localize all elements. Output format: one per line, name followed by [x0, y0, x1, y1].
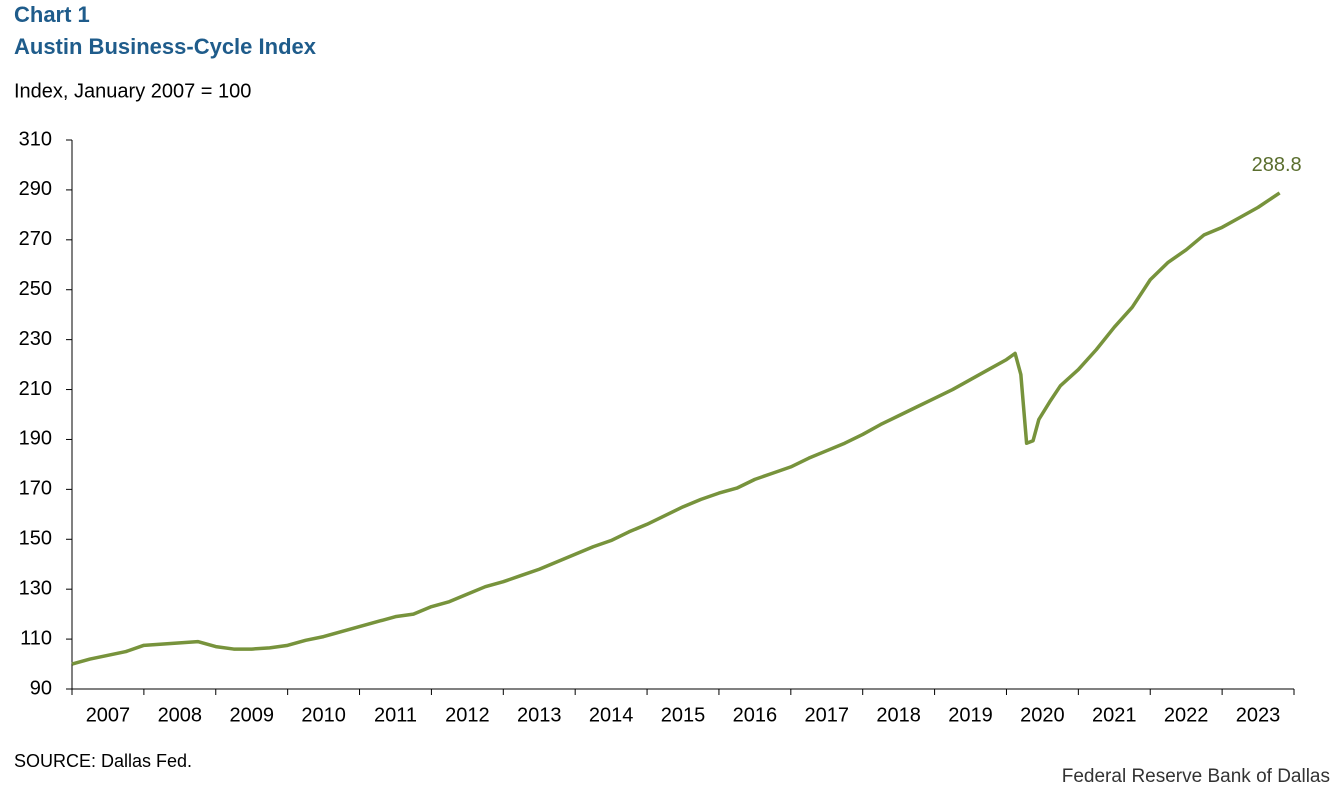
- x-tick-label: 2020: [1020, 704, 1065, 726]
- x-tick-label: 2023: [1236, 704, 1281, 726]
- x-tick-label: 2009: [229, 704, 274, 726]
- y-axis-label: Index, January 2007 = 100: [14, 80, 251, 102]
- chart-subtitle: Austin Business-Cycle Index: [14, 34, 317, 59]
- line-series: [71, 191, 1281, 666]
- y-tick-label: 150: [19, 528, 52, 550]
- y-tick-label: 190: [19, 428, 52, 450]
- source: SOURCE: Dallas Fed.: [14, 751, 192, 771]
- x-tick-label: 2012: [445, 704, 490, 726]
- y-tick-label: 130: [19, 577, 52, 599]
- x-tick-label: 2019: [948, 704, 993, 726]
- y-tick-label: 90: [30, 677, 52, 699]
- x-tick-label: 2010: [301, 704, 346, 726]
- x-tick-label: 2015: [661, 704, 706, 726]
- x-tick-label: 2011: [374, 704, 417, 726]
- chart-title: Chart 1: [14, 2, 90, 27]
- x-tick-label: 2016: [733, 704, 778, 726]
- x-tick-label: 2014: [589, 704, 634, 726]
- x-tick-label: 2008: [158, 704, 203, 726]
- y-tick-label: 230: [19, 328, 52, 350]
- x-tick-label: 2007: [86, 704, 131, 726]
- y-tick-label: 110: [20, 627, 52, 649]
- y-tick-label: 290: [19, 178, 52, 200]
- data-label: 288.8: [1252, 154, 1302, 176]
- y-tick-label: 270: [19, 228, 52, 250]
- credit: Federal Reserve Bank of Dallas: [1062, 766, 1330, 787]
- x-tick-label: 2021: [1092, 704, 1137, 726]
- x-tick-label: 2013: [517, 704, 562, 726]
- x-tick-label: 2022: [1164, 704, 1209, 726]
- y-tick-label: 250: [19, 278, 52, 300]
- y-tick-label: 310: [19, 128, 52, 150]
- x-tick-label: 2018: [876, 704, 921, 726]
- x-tick-label: 2017: [805, 704, 850, 726]
- y-tick-label: 170: [19, 478, 52, 500]
- y-tick-label: 210: [19, 378, 52, 400]
